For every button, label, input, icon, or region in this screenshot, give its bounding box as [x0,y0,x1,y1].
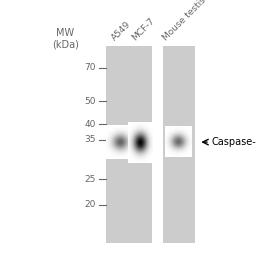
Text: 50: 50 [84,97,96,106]
Text: A549: A549 [110,19,133,42]
Text: Caspase-6: Caspase-6 [212,137,256,147]
Text: 40: 40 [85,120,96,129]
Text: 70: 70 [84,63,96,72]
Bar [106,46,152,243]
Text: Mouse testis: Mouse testis [161,0,208,42]
Text: 35: 35 [84,135,96,144]
Text: MCF-7: MCF-7 [131,16,157,42]
Text: 20: 20 [85,200,96,209]
Bar [163,46,195,243]
Text: 25: 25 [85,175,96,184]
Text: MW
(kDa): MW (kDa) [52,28,79,50]
